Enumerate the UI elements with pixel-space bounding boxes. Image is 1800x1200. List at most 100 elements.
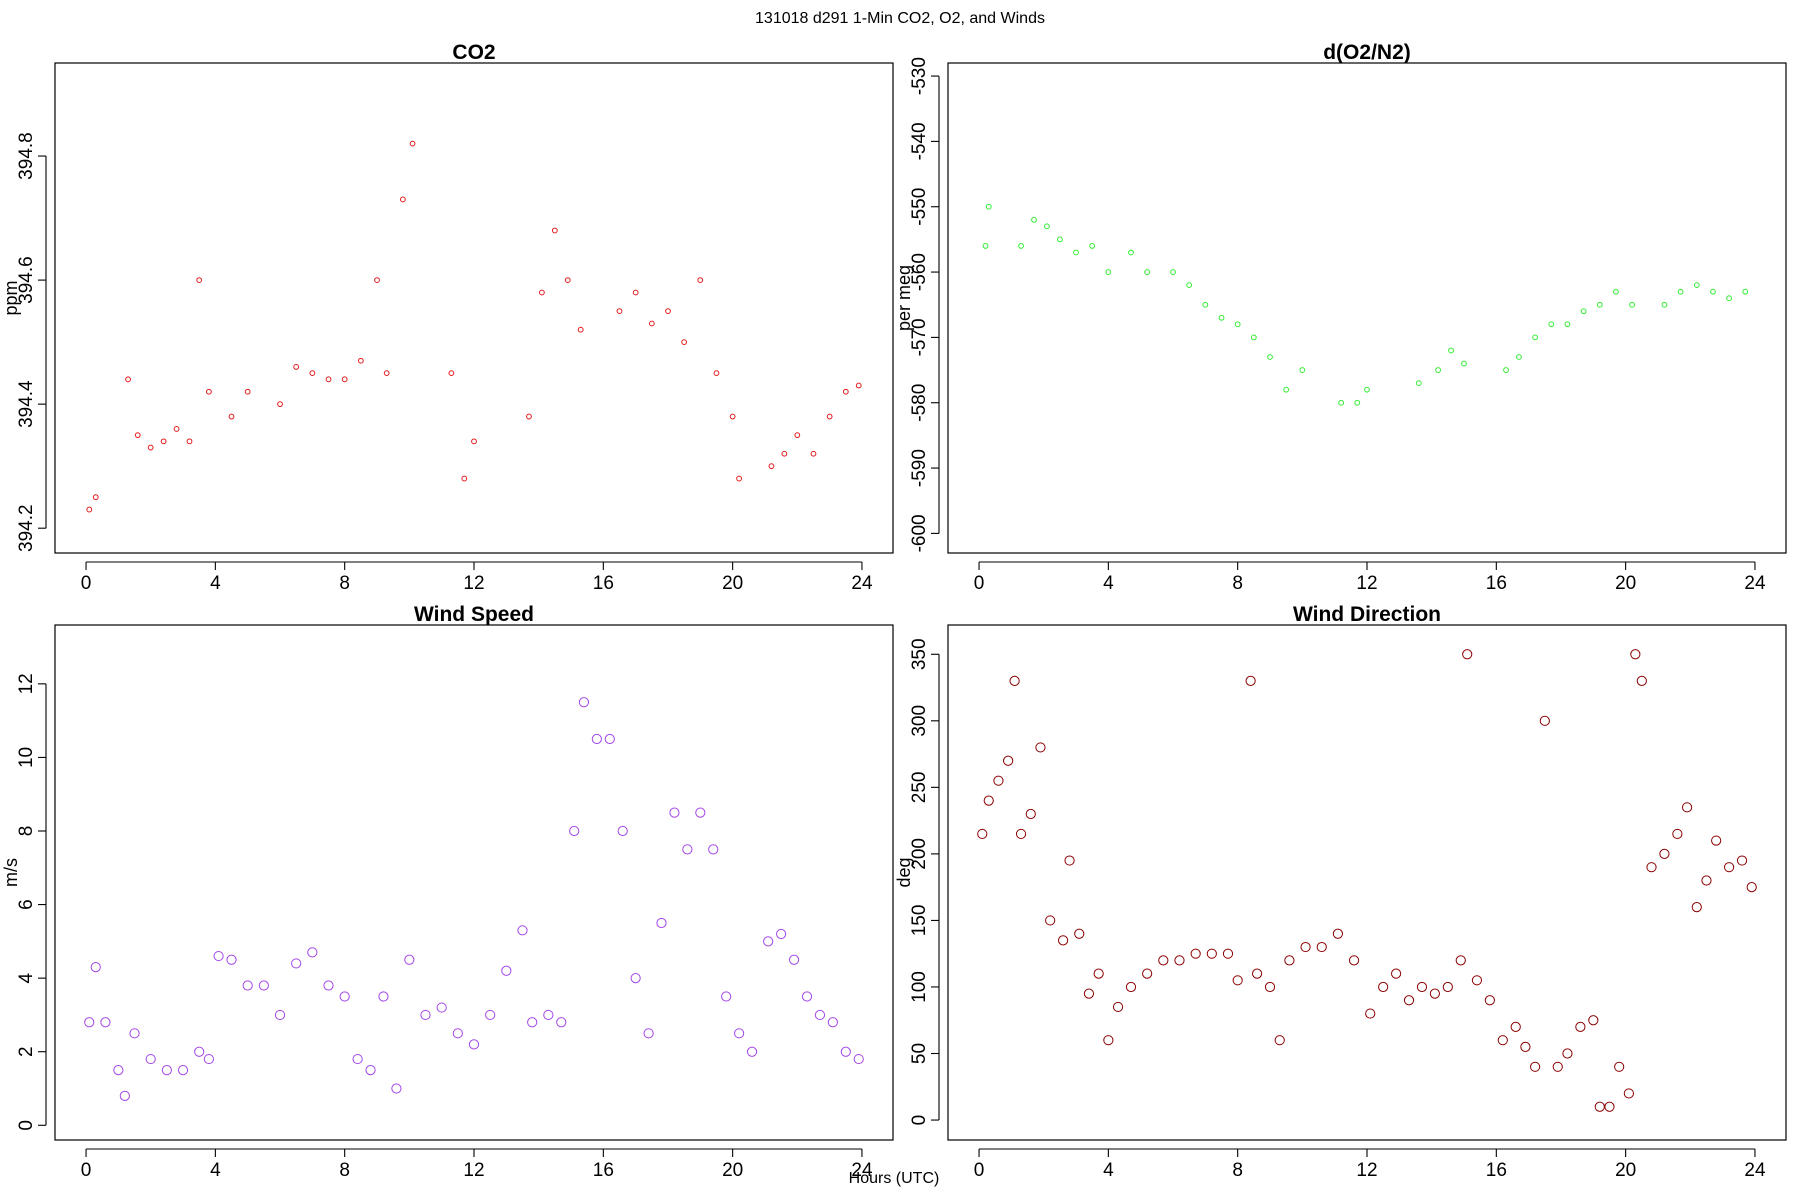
data-point: [697, 277, 704, 283]
y-tick-label: 394.6: [16, 256, 37, 304]
data-point: [1629, 301, 1636, 308]
data-point: [194, 1046, 205, 1057]
data-point: [1516, 354, 1522, 360]
data-point: [1623, 1088, 1634, 1099]
y-tick-label: -580: [909, 384, 930, 422]
data-point: [119, 1090, 130, 1101]
data-point: [404, 954, 415, 965]
data-point: [1056, 236, 1063, 243]
data-point: [826, 413, 833, 420]
data-point: [551, 227, 558, 234]
data-point: [648, 320, 655, 327]
y-tick-label: 0: [909, 1115, 930, 1126]
data-point: [1539, 715, 1550, 726]
data-point: [827, 1017, 838, 1028]
y-tick-label: 250: [909, 771, 930, 803]
data-point: [1416, 981, 1428, 993]
x-tick-label: 20: [1615, 573, 1636, 594]
y-tick-label: -530: [909, 57, 930, 95]
data-point: [1403, 995, 1415, 1006]
data-point: [616, 308, 623, 315]
data-point: [1710, 288, 1716, 295]
data-point: [1661, 301, 1668, 308]
data-point: [134, 432, 141, 439]
x-tick-label: 12: [463, 1160, 484, 1181]
data-point: [1630, 649, 1641, 660]
data-point: [781, 450, 788, 457]
data-point: [1429, 988, 1440, 999]
data-point: [1746, 882, 1757, 893]
data-point: [556, 1017, 567, 1028]
data-point: [1112, 1001, 1124, 1013]
data-point: [125, 376, 131, 383]
data-point: [776, 928, 787, 940]
data-point: [374, 277, 380, 283]
data-point: [794, 432, 801, 439]
x-tick-label: 24: [851, 1160, 873, 1181]
data-point: [1548, 321, 1555, 328]
data-point: [1174, 955, 1185, 966]
data-point: [855, 382, 862, 389]
data-point: [1691, 902, 1702, 913]
data-point: [1604, 1101, 1615, 1112]
data-point: [746, 1046, 758, 1057]
data-point: [399, 196, 406, 203]
data-point: [274, 1009, 286, 1021]
data-point: [325, 376, 332, 383]
data-point: [90, 962, 101, 973]
data-point: [729, 413, 736, 420]
data-point: [1659, 848, 1670, 859]
data-point: [1316, 941, 1327, 953]
x-tick-label: 8: [1232, 1160, 1243, 1181]
data-point: [578, 697, 590, 708]
data-point: [1142, 968, 1153, 979]
figure-title: 131018 d291 1-Min CO2, O2, and Winds: [755, 10, 1045, 27]
data-point: [1552, 1061, 1563, 1072]
data-point: [391, 1083, 402, 1094]
data-point: [461, 475, 468, 482]
data-point: [1083, 988, 1095, 999]
x-tick-label: 4: [210, 573, 221, 594]
data-point: [1015, 828, 1027, 840]
data-point: [982, 243, 989, 249]
data-point: [1003, 755, 1014, 766]
y-tick-label: -560: [909, 253, 930, 291]
data-point: [682, 844, 693, 855]
data-point: [1613, 288, 1619, 295]
data-point: [1348, 955, 1360, 966]
data-point: [1575, 1021, 1586, 1032]
x-tick-label: 20: [722, 573, 743, 594]
data-point: [1562, 1048, 1573, 1059]
plot-title-o2n2: d(O2/N2): [1323, 41, 1411, 64]
data-point: [1234, 321, 1241, 328]
data-point: [1693, 282, 1700, 289]
plot-frame-o2n2: [947, 62, 1787, 554]
data-point: [485, 1009, 496, 1021]
data-point: [736, 475, 743, 482]
data-point: [643, 1028, 654, 1039]
data-point: [226, 954, 237, 965]
x-tick-label: 4: [1103, 1160, 1114, 1181]
y-axis-label-wind-direction: deg: [894, 857, 914, 887]
data-point: [1264, 981, 1276, 993]
y-tick-label: 350: [909, 638, 930, 670]
data-point: [1580, 308, 1587, 315]
data-point: [1471, 975, 1483, 986]
data-point: [1711, 835, 1722, 846]
y-tick-label: -570: [909, 318, 930, 356]
data-point: [1701, 875, 1712, 886]
data-point: [436, 1002, 447, 1013]
data-point: [1614, 1061, 1625, 1072]
data-point: [768, 463, 775, 470]
data-point: [1018, 243, 1024, 249]
data-point: [1089, 243, 1096, 249]
data-point: [258, 980, 269, 991]
data-point: [1186, 282, 1193, 289]
data-point: [1300, 941, 1311, 953]
data-point: [1283, 386, 1290, 393]
data-point: [1646, 862, 1657, 873]
data-point: [577, 326, 584, 333]
